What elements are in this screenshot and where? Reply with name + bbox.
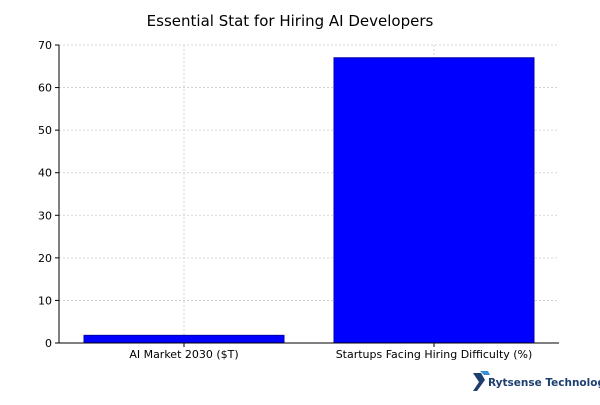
brand-name: Rytsense Technologies — [488, 377, 600, 389]
x-tick-label: Startups Facing Hiring Difficulty (%) — [336, 348, 533, 361]
y-axis-ticks: 0 10 20 30 40 50 60 70 — [38, 39, 59, 350]
bar — [333, 57, 535, 344]
x-axis-ticks: AI Market 2030 ($T) Startups Facing Hirin… — [129, 343, 532, 361]
y-tick-label: 60 — [38, 82, 52, 95]
y-tick-label: 20 — [38, 252, 52, 265]
bar — [83, 334, 285, 344]
y-tick-label: 10 — [38, 294, 52, 307]
y-tick-label: 30 — [38, 209, 52, 222]
y-tick-label: 70 — [38, 39, 52, 52]
y-tick-label: 40 — [38, 167, 52, 180]
axes — [58, 45, 559, 344]
x-tick-label: AI Market 2030 ($T) — [129, 348, 238, 361]
chart-title: Essential Stat for Hiring AI Developers — [147, 12, 434, 30]
rytsense-logo-icon — [473, 371, 490, 391]
bars — [83, 57, 535, 344]
y-tick-label: 50 — [38, 124, 52, 137]
brand-logo: Rytsense Technologies — [473, 371, 600, 391]
y-tick-label: 0 — [45, 337, 52, 350]
